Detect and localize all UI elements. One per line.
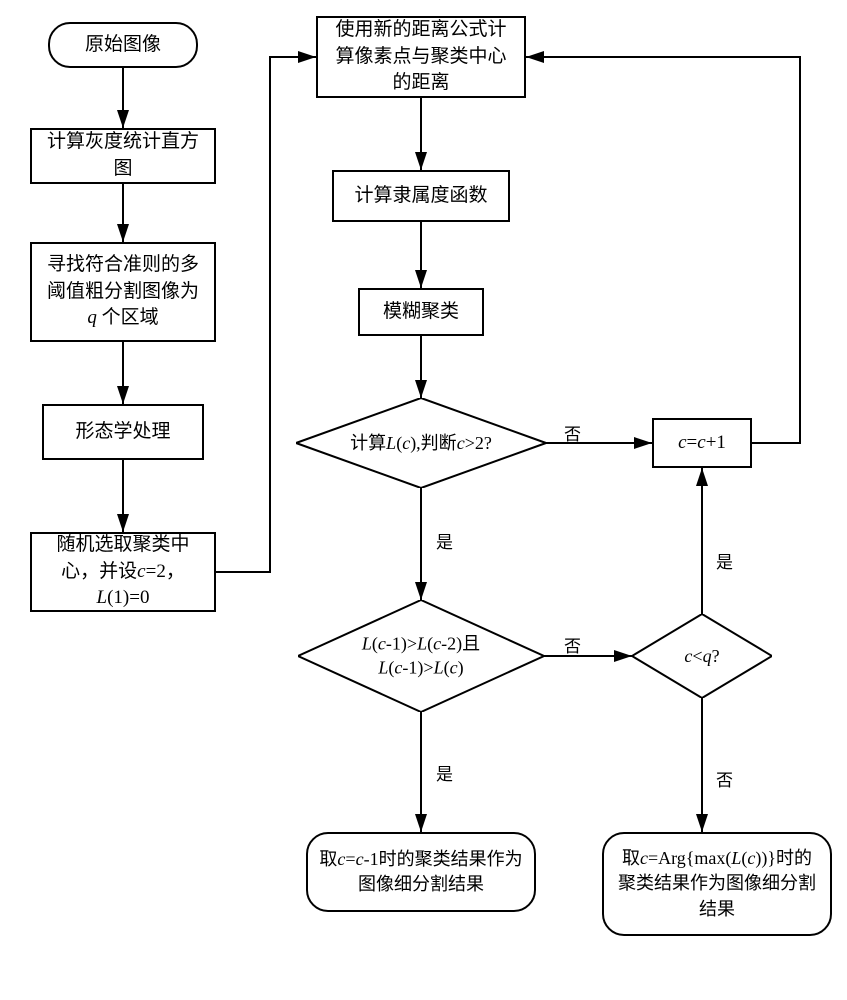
node-label: 寻找符合准则的多阈值粗分割图像为 q 个区域 [42, 252, 204, 332]
node-label: c=c+1 [678, 430, 726, 457]
node-distance: 使用新的距离公式计算像素点与聚类中心的距离 [316, 16, 526, 98]
edge-label-no: 否 [716, 766, 733, 791]
node-morphology: 形态学处理 [42, 404, 204, 460]
node-label: 原始图像 [85, 32, 161, 59]
node-threshold: 寻找符合准则的多阈值粗分割图像为 q 个区域 [30, 242, 216, 342]
decision-c-gt-2: 计算L(c),判断c>2? [296, 398, 546, 488]
node-increment-c: c=c+1 [652, 418, 752, 468]
node-label: 取c=Arg{max(L(c))}时的聚类结果作为图像细分割结果 [614, 846, 820, 922]
node-label: 形态学处理 [75, 419, 170, 446]
node-label: 计算隶属度函数 [354, 183, 487, 210]
node-fuzzy-cluster: 模糊聚类 [358, 288, 484, 336]
edge-label-no: 否 [564, 420, 581, 445]
node-label: c<q? [684, 646, 719, 666]
node-label: 取c=c-1时的聚类结果作为图像细分割结果 [318, 847, 524, 897]
decision-L-compare: L(c-1)>L(c-2)且L(c-1)>L(c) [298, 600, 544, 712]
node-label: L(c-1)>L(c-2)且L(c-1)>L(c) [362, 634, 480, 678]
node-input-image: 原始图像 [48, 22, 198, 68]
node-label: 随机选取聚类中心，并设c=2，L(1)=0 [42, 532, 204, 612]
decision-c-lt-q: c<q? [632, 614, 772, 698]
node-histogram: 计算灰度统计直方图 [30, 128, 216, 184]
node-label: 计算灰度统计直方图 [42, 129, 204, 182]
node-result-argmax: 取c=Arg{max(L(c))}时的聚类结果作为图像细分割结果 [602, 832, 832, 936]
node-label: 计算L(c),判断c>2? [350, 433, 492, 453]
node-label: 模糊聚类 [383, 299, 459, 326]
edge-label-yes: 是 [436, 528, 453, 553]
node-result-cminus1: 取c=c-1时的聚类结果作为图像细分割结果 [306, 832, 536, 912]
node-init-centers: 随机选取聚类中心，并设c=2，L(1)=0 [30, 532, 216, 612]
edge-label-no: 否 [564, 632, 581, 657]
node-label: 使用新的距离公式计算像素点与聚类中心的距离 [328, 17, 514, 97]
edge-label-yes: 是 [436, 760, 453, 785]
node-membership: 计算隶属度函数 [332, 170, 510, 222]
edge-label-yes: 是 [716, 548, 733, 573]
